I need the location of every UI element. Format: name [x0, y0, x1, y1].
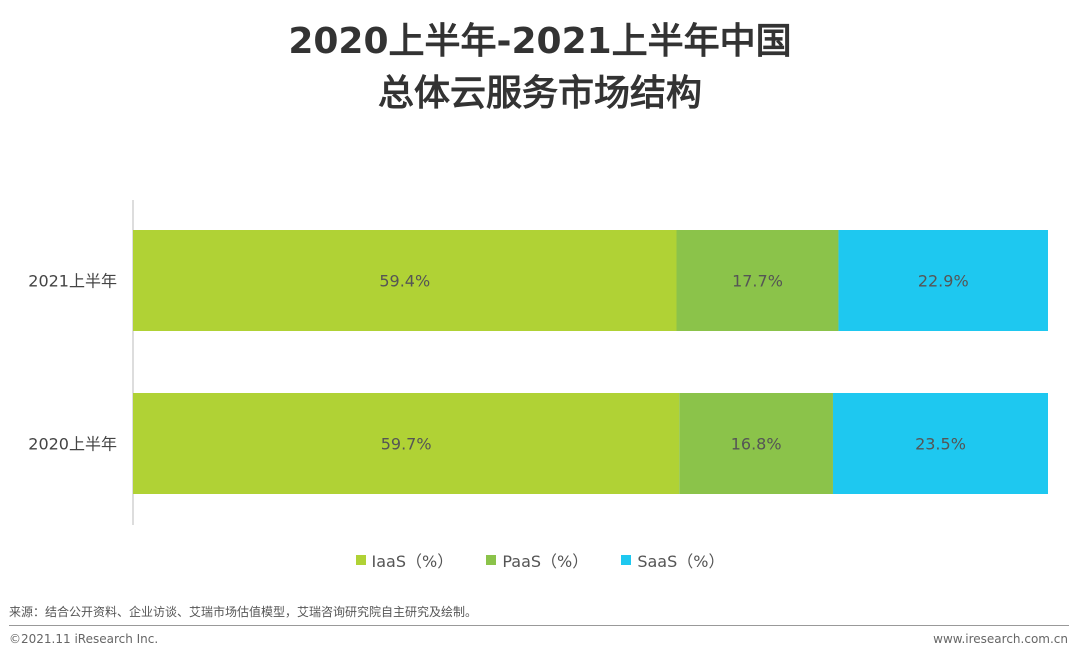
source-note: 来源：结合公开资料、企业访谈、艾瑞市场估值模型，艾瑞咨询研究院自主研究及绘制。 [9, 605, 478, 619]
legend-item-saas: SaaS（%） [621, 548, 724, 572]
legend-item-iaas: IaaS（%） [355, 548, 454, 572]
footer-divider [9, 625, 1069, 626]
chart-legend: IaaS（%） PaaS（%） SaaS（%） [0, 548, 1080, 572]
data-label: 16.8% [731, 435, 782, 454]
data-label: 23.5% [915, 435, 966, 454]
data-label: 59.7% [381, 435, 432, 454]
bar-segment [832, 393, 1048, 494]
copyright-text: ©2021.11 iResearch Inc. [9, 632, 159, 646]
chart-title-line-2: 总体云服务市场结构 [377, 73, 702, 114]
bar-segment [676, 230, 839, 331]
bar-segment [133, 230, 677, 331]
data-label: 59.4% [379, 272, 430, 291]
legend-swatch-iaas [355, 555, 366, 565]
legend-item-paas: PaaS（%） [486, 548, 588, 572]
legend-label-saas: SaaS（%） [637, 552, 725, 571]
legend-swatch-saas [621, 555, 632, 565]
bar-segment [838, 230, 1048, 331]
chart-title-line-1: 2020上半年-2021上半年中国 [288, 21, 792, 62]
data-label: 17.7% [732, 272, 783, 291]
legend-label-iaas: IaaS（%） [371, 552, 454, 571]
stacked-bar-chart: 2021上半年 59.4% 17.7% 22.9% 2020上半年 59.7% 16.8% 2… [28, 200, 1048, 525]
website-link[interactable]: www.iresearch.com.cn [933, 632, 1068, 646]
category-label: 2021上半年 [28, 272, 117, 291]
data-label: 22.9% [918, 272, 969, 291]
legend-label-paas: PaaS（%） [502, 552, 589, 571]
legend-swatch-paas [486, 555, 497, 565]
bar-segment [679, 393, 833, 494]
category-label: 2020上半年 [28, 435, 117, 454]
bar-segment [133, 393, 680, 494]
